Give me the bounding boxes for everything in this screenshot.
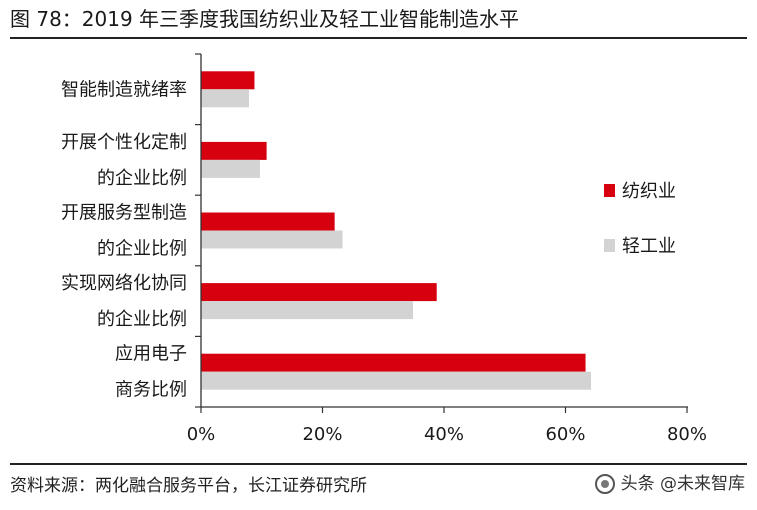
category-label-3-0: 实现网络化协同 xyxy=(61,273,187,294)
bar-textile-3 xyxy=(201,283,437,302)
watermark-text: 头条 @未来智库 xyxy=(620,474,745,494)
x-tick-label: 60% xyxy=(545,424,585,445)
bar-textile-0 xyxy=(201,71,255,90)
bar-textile-2 xyxy=(201,212,335,231)
bar-light-industry-0 xyxy=(201,89,249,108)
legend-label-0: 纺织业 xyxy=(622,181,676,202)
bar-light-industry-3 xyxy=(201,301,414,320)
bar-chart: 智能制造就绪率开展个性化定制的企业比例开展服务型制造的企业比例实现网络化协同的企… xyxy=(61,53,707,445)
x-tick-label: 80% xyxy=(667,424,707,445)
category-label-1-0: 开展个性化定制 xyxy=(61,132,187,153)
legend-swatch-0 xyxy=(604,184,615,197)
x-tick-label: 20% xyxy=(302,424,342,445)
x-tick-label: 0% xyxy=(187,424,216,445)
bar-textile-1 xyxy=(201,141,267,160)
legend-label-1: 轻工业 xyxy=(622,236,676,257)
title-rule xyxy=(10,37,747,39)
category-label-4-0: 应用电子 xyxy=(115,344,187,365)
figure-title: 图 78：2019 年三季度我国纺织业及轻工业智能制造水平 xyxy=(10,7,520,31)
x-tick-labels: 0% 20% 40% 60% 80% xyxy=(187,424,707,445)
bar-textile-4 xyxy=(201,353,586,372)
x-tick-label: 40% xyxy=(424,424,464,445)
category-label-2-1: 的企业比例 xyxy=(97,239,187,260)
bar-light-industry-4 xyxy=(201,371,592,390)
category-label-2-0: 开展服务型制造 xyxy=(61,203,187,224)
watermark: 头条 @未来智库 xyxy=(594,472,745,496)
source-note: 资料来源：两化融合服务平台，长江证券研究所 xyxy=(10,476,367,496)
category-label-0-0: 智能制造就绪率 xyxy=(61,79,187,100)
footer-rule xyxy=(10,463,747,465)
legend-swatch-1 xyxy=(604,239,615,252)
chart-axes xyxy=(195,53,688,413)
bar-light-industry-2 xyxy=(201,230,343,249)
category-label-3-1: 的企业比例 xyxy=(97,309,187,330)
category-label-1-1: 的企业比例 xyxy=(97,168,187,189)
bar-group xyxy=(201,71,592,390)
category-labels: 智能制造就绪率开展个性化定制的企业比例开展服务型制造的企业比例实现网络化协同的企… xyxy=(61,79,187,400)
category-label-4-1: 商务比例 xyxy=(115,380,187,401)
bar-light-industry-1 xyxy=(201,159,260,178)
watermark-icon xyxy=(594,474,615,494)
